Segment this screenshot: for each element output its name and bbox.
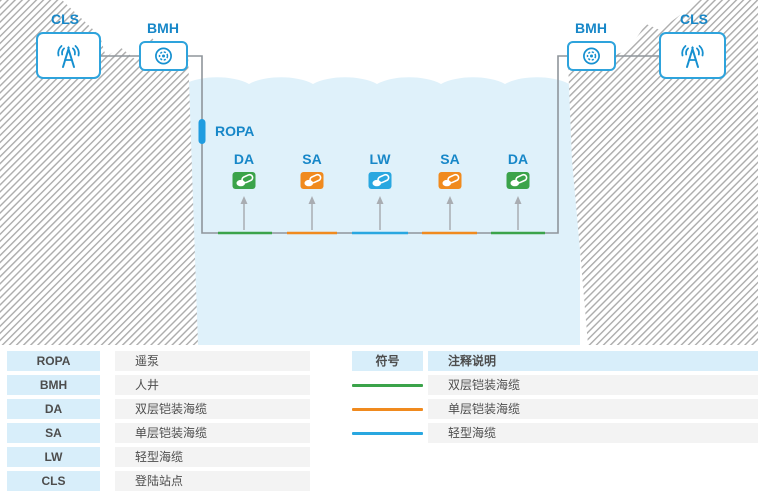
symbol-swatch [352, 399, 423, 419]
abbr-desc: 轻型海缆 [115, 447, 310, 467]
cable-coil-icon [236, 173, 254, 187]
cable-point-da-right: DA [506, 151, 530, 189]
antenna-icon [57, 45, 80, 68]
cable-point-da-left: DA [232, 151, 256, 189]
bmh-left-label: BMH [147, 20, 179, 36]
cable-coil-icon [304, 173, 322, 187]
abbr-key: ROPA [7, 351, 100, 371]
cable-point-label: SA [440, 151, 459, 167]
symbol-desc: 双层铠装海缆 [428, 375, 758, 395]
symbol-desc: 轻型海缆 [428, 423, 758, 443]
left-landmass [0, 0, 198, 345]
cable-point-label: DA [234, 151, 254, 167]
cable-point-lw: LW [368, 151, 392, 189]
cable-line-swatch [352, 384, 423, 387]
abbr-desc: 遥泵 [115, 351, 310, 371]
symbol-swatch [352, 375, 423, 395]
bmh-right-label: BMH [575, 20, 607, 36]
sea-water [185, 77, 580, 345]
cable-point-label: LW [370, 151, 392, 167]
abbr-key: CLS [7, 471, 100, 491]
symbol-swatch [352, 423, 423, 443]
symbol-desc: 单层铠装海缆 [428, 399, 758, 419]
cable-coil-icon [510, 173, 528, 187]
symbol-header: 符号 [352, 351, 423, 371]
cable-coil-icon [372, 173, 390, 187]
callout-arrows [240, 196, 522, 230]
abbr-desc: 双层铠装海缆 [115, 399, 310, 419]
right-landmass [568, 0, 758, 345]
abbr-key: DA [7, 399, 100, 419]
abbr-key: LW [7, 447, 100, 467]
cable-line-swatch [352, 408, 423, 411]
cls-left-box [36, 32, 101, 79]
cable-coil-icon [442, 173, 460, 187]
symbol-desc-header: 注释说明 [428, 351, 758, 371]
cable-point-sa-right: SA [438, 151, 462, 189]
manhole-icon [583, 47, 600, 65]
cls-right-label: CLS [680, 11, 708, 27]
abbr-desc: 人井 [115, 375, 310, 395]
abbr-desc: 单层铠装海缆 [115, 423, 310, 443]
abbr-key: SA [7, 423, 100, 443]
manhole-icon [155, 47, 172, 65]
cable-route-diagram: ROPA DA SA LW SA DA [0, 0, 758, 345]
antenna-icon [681, 45, 704, 68]
cable-point-label: DA [508, 151, 528, 167]
cable-point-label: SA [302, 151, 321, 167]
cls-right-box [659, 32, 726, 79]
ropa-marker [198, 119, 206, 144]
cls-left-label: CLS [51, 11, 79, 27]
abbr-desc: 登陆站点 [115, 471, 310, 491]
cable-point-sa-left: SA [300, 151, 324, 189]
abbr-key: BMH [7, 375, 100, 395]
cable-line-swatch [352, 432, 423, 435]
ropa-label: ROPA [215, 123, 254, 139]
